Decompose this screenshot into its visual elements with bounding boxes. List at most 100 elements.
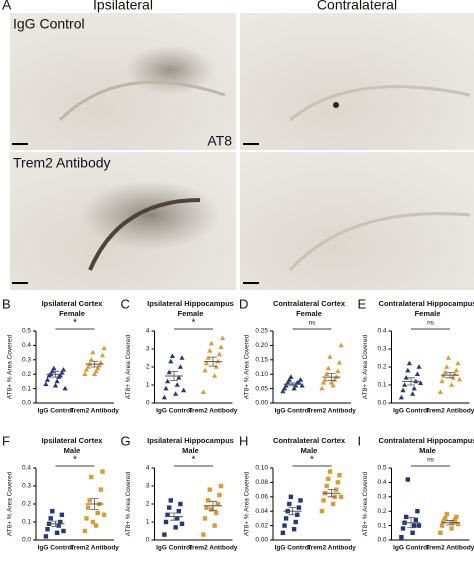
y-tick-label: 0.15 — [255, 357, 268, 364]
y-tick-label: 0.3 — [377, 346, 386, 353]
data-point — [173, 391, 179, 396]
data-point — [205, 355, 211, 360]
micrograph — [240, 152, 474, 290]
data-point — [404, 514, 409, 520]
data-point — [52, 382, 59, 388]
x-tick-label: IgG Control — [38, 545, 74, 552]
data-point — [398, 394, 404, 400]
data-point — [291, 527, 297, 532]
chart-subtitle: Female — [296, 309, 322, 318]
panel-label: G — [121, 433, 131, 448]
y-tick-label: 0.0 — [377, 400, 386, 407]
error-bar — [90, 360, 99, 368]
data-point — [319, 385, 325, 391]
data-point — [91, 371, 98, 376]
data-point — [281, 385, 288, 391]
data-point — [457, 376, 463, 382]
data-point — [416, 523, 422, 528]
y-tick-label: 0.1 — [22, 385, 31, 392]
data-point — [61, 528, 66, 534]
y-axis-label: AT8+ % Area Covered — [125, 471, 132, 536]
data-point — [293, 382, 299, 388]
y-tick-label: 0 — [146, 400, 150, 407]
data-point — [444, 364, 450, 369]
error-bar — [51, 370, 60, 378]
data-point — [176, 509, 181, 514]
data-point — [214, 510, 219, 516]
data-point — [443, 516, 448, 521]
stain-label: AT8 — [207, 133, 232, 149]
data-point — [161, 394, 167, 400]
data-point — [282, 523, 287, 528]
x-tick-label: IgG Control — [156, 408, 192, 415]
data-point — [90, 349, 96, 355]
data-point — [454, 514, 459, 520]
y-tick-label: 0.04 — [255, 508, 268, 515]
data-point — [297, 377, 304, 382]
data-point — [402, 382, 408, 387]
y-tick-label: 4 — [146, 465, 150, 472]
data-point — [173, 525, 178, 530]
data-point — [165, 378, 171, 384]
y-tick-label: 0.00 — [255, 537, 268, 544]
data-point — [410, 530, 415, 535]
data-point — [44, 377, 51, 382]
data-point — [87, 498, 92, 503]
data-point — [327, 469, 333, 474]
x-tick-label: Trem2 Antibody — [426, 408, 474, 415]
panel-label: D — [239, 296, 248, 311]
tissue-line — [289, 85, 471, 122]
data-point — [439, 378, 445, 384]
data-point — [452, 517, 457, 523]
data-point — [324, 483, 329, 489]
data-point — [85, 364, 91, 369]
data-point — [411, 385, 417, 391]
data-point — [212, 523, 217, 528]
data-point — [163, 519, 169, 525]
data-point — [165, 512, 170, 517]
chart-subtitle: Female — [178, 309, 204, 318]
data-point — [88, 357, 94, 362]
y-tick-label: 0.1 — [22, 519, 31, 526]
data-point — [319, 509, 325, 514]
data-point — [449, 526, 454, 531]
data-point — [287, 501, 292, 507]
chart-subtitle: Male — [419, 446, 436, 455]
chart-title: Ipsilateral Cortex — [42, 436, 104, 445]
data-point — [101, 345, 107, 351]
data-point — [437, 389, 443, 394]
data-point — [444, 511, 449, 517]
data-point — [406, 360, 412, 366]
y-axis-label: AT8+ % Area Covered — [244, 334, 251, 399]
x-tick-label: IgG Control — [275, 545, 311, 552]
data-point — [49, 368, 55, 374]
data-point — [215, 358, 221, 364]
y-axis-label: AT8+ % Area Covered — [244, 471, 251, 536]
y-tick-label: 2 — [146, 501, 150, 508]
data-point — [291, 385, 297, 391]
data-point — [215, 501, 220, 507]
data-point — [167, 505, 172, 510]
data-point — [209, 507, 214, 512]
data-point — [324, 371, 330, 376]
y-tick-label: 3 — [146, 346, 150, 353]
error-bar — [170, 371, 178, 381]
significance-label: * — [310, 455, 314, 466]
data-point — [327, 354, 333, 359]
x-tick-label: IgG Control — [275, 408, 311, 415]
data-point — [328, 380, 335, 385]
data-point — [204, 505, 209, 510]
data-point — [85, 505, 91, 510]
data-point — [326, 476, 331, 481]
data-point — [441, 519, 446, 524]
column-label: Contralateral — [317, 0, 397, 13]
data-point — [201, 532, 206, 537]
tissue-stain — [80, 180, 220, 250]
data-point — [177, 364, 183, 369]
y-tick-label: 3 — [146, 483, 150, 490]
y-tick-label: 0.00 — [255, 400, 268, 407]
y-tick-label: 0.10 — [255, 465, 268, 472]
error-bar — [170, 512, 178, 521]
data-point — [174, 382, 180, 387]
